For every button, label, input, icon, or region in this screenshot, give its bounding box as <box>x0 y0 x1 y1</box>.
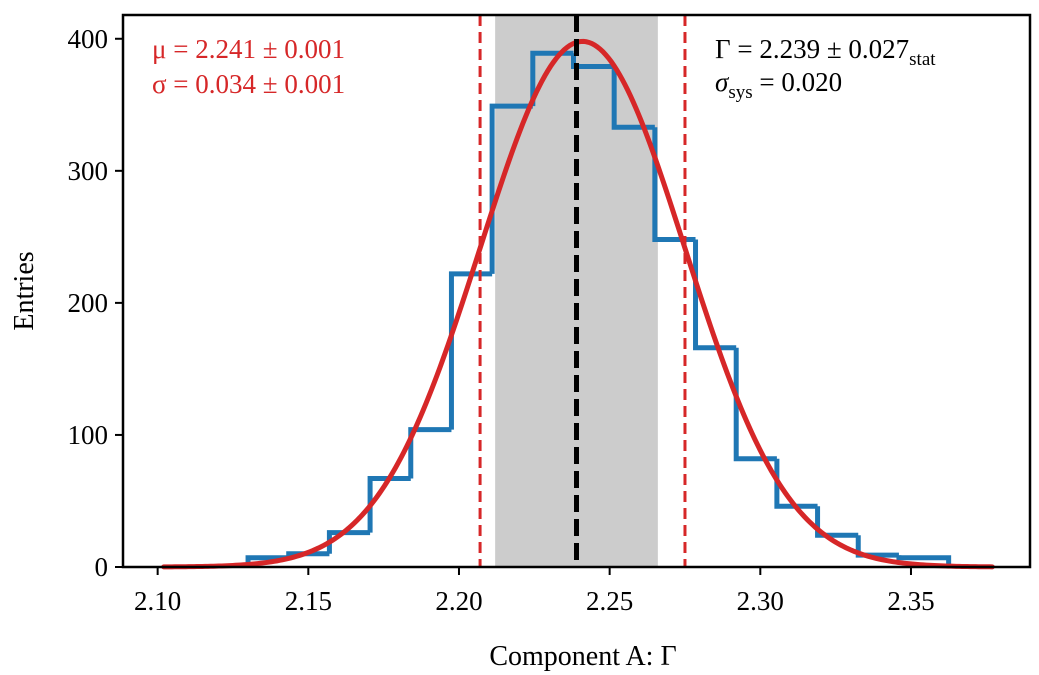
result-sys-subscript: sys <box>728 82 752 103</box>
y-tick-label: 200 <box>68 288 109 318</box>
result-main-subscript: stat <box>909 49 936 70</box>
x-axis-label: Component A: Γ <box>489 641 676 672</box>
result-sys-annotation: σsys = 0.020 <box>715 67 842 103</box>
x-tick-label: 2.30 <box>737 586 784 616</box>
y-axis-label: Entries <box>9 251 40 330</box>
result-sys-value: = 0.020 <box>753 67 842 97</box>
x-tick-label: 2.35 <box>887 586 934 616</box>
fit-mu-annotation: μ = 2.241 ± 0.001 <box>152 34 345 64</box>
fit-sigma-annotation: σ = 0.034 ± 0.001 <box>152 69 345 99</box>
histogram-bin <box>896 555 952 566</box>
x-tick-label: 2.25 <box>586 586 633 616</box>
y-tick-label: 300 <box>68 156 109 186</box>
histogram-bin <box>408 427 452 479</box>
x-tick-label: 2.10 <box>134 586 181 616</box>
histogram-bin <box>367 476 411 533</box>
y-tick-label: 0 <box>95 552 109 582</box>
result-main-annotation: Γ = 2.239 ± 0.027stat <box>715 34 936 70</box>
result-sys-symbol: σ <box>715 67 730 97</box>
histogram-bin <box>326 530 371 554</box>
y-tick-label: 400 <box>68 24 109 54</box>
histogram-bin <box>570 53 615 70</box>
x-tick-label: 2.15 <box>285 586 332 616</box>
data-layer <box>161 15 995 570</box>
tick-layer: 2.10 2.15 2.20 2.25 2.30 2.35 0 100 200 300 400 <box>68 24 935 616</box>
x-tick-label: 2.20 <box>435 586 482 616</box>
histogram-bin <box>815 506 859 538</box>
histogram-bin <box>774 458 818 509</box>
result-main-text: Γ = 2.239 ± 0.027 <box>715 34 909 64</box>
histogram-bin <box>448 271 493 430</box>
y-tick-label: 100 <box>68 420 109 450</box>
plot-frame <box>121 13 1032 569</box>
